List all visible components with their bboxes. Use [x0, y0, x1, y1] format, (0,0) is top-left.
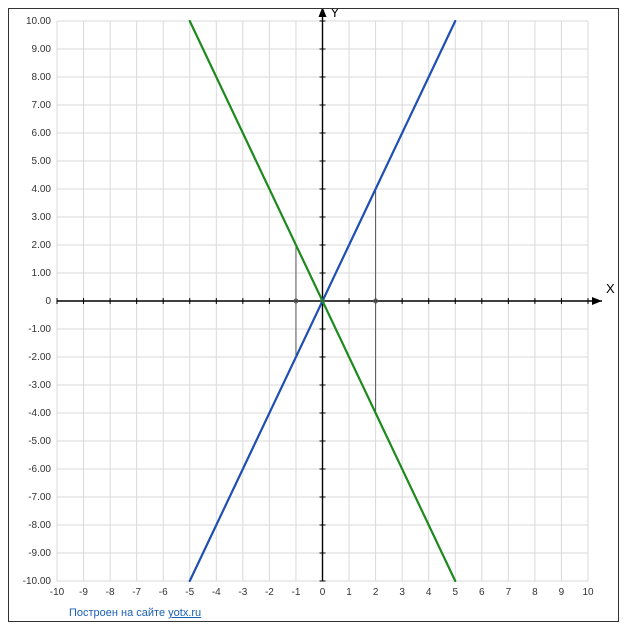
y-tick-label: 3.00 — [32, 212, 52, 223]
x-tick-label: -4 — [212, 587, 221, 598]
y-tick-label: -6.00 — [28, 464, 51, 475]
y-tick-label: 7.00 — [32, 100, 52, 111]
x-tick-label: 0 — [320, 587, 326, 598]
x-tick-label: -6 — [159, 587, 168, 598]
y-tick-label: 10.00 — [26, 16, 51, 27]
y-tick-label: 8.00 — [32, 72, 52, 83]
y-tick-label: 4.00 — [32, 184, 52, 195]
x-tick-label: -5 — [185, 587, 194, 598]
y-tick-label: 5.00 — [32, 156, 52, 167]
x-tick-label: -1 — [291, 587, 300, 598]
x-tick-label: 3 — [399, 587, 405, 598]
y-tick-label: -4.00 — [28, 408, 51, 419]
y-tick-label: -10.00 — [23, 576, 52, 587]
y-tick-label: -8.00 — [28, 520, 51, 531]
y-tick-label: -3.00 — [28, 380, 51, 391]
y-tick-label: 9.00 — [32, 44, 52, 55]
footer-credit: Построен на сайте yotx.ru — [69, 607, 201, 619]
y-tick-label: 0 — [45, 296, 51, 307]
x-tick-label: -9 — [79, 587, 88, 598]
y-tick-label: 6.00 — [32, 128, 52, 139]
line-chart: -10-9-8-7-6-5-4-3-2-1012345678910-10.00-… — [9, 9, 618, 603]
y-tick-label: 1.00 — [32, 268, 52, 279]
x-tick-label: 8 — [532, 587, 538, 598]
y-axis-label: Y — [331, 9, 340, 20]
footer-text: Построен на сайте — [69, 607, 168, 619]
x-tick-label: -10 — [50, 587, 65, 598]
x-tick-label: -8 — [106, 587, 115, 598]
x-tick-label: 5 — [452, 587, 458, 598]
x-tick-label: 2 — [373, 587, 379, 598]
y-tick-label: -5.00 — [28, 436, 51, 447]
x-axis-label: X — [606, 281, 615, 296]
x-tick-label: 7 — [506, 587, 512, 598]
y-tick-label: -2.00 — [28, 352, 51, 363]
y-tick-label: -1.00 — [28, 324, 51, 335]
x-tick-label: 4 — [426, 587, 432, 598]
footer-link[interactable]: yotx.ru — [168, 607, 201, 619]
x-tick-label: 9 — [559, 587, 565, 598]
x-tick-label: -3 — [238, 587, 247, 598]
x-tick-label: -2 — [265, 587, 274, 598]
x-tick-label: 10 — [582, 587, 594, 598]
chart-frame: -10-9-8-7-6-5-4-3-2-1012345678910-10.00-… — [8, 8, 619, 622]
y-tick-label: -9.00 — [28, 548, 51, 559]
y-tick-label: 2.00 — [32, 240, 52, 251]
x-tick-label: 6 — [479, 587, 485, 598]
x-tick-label: 1 — [346, 587, 352, 598]
y-tick-label: -7.00 — [28, 492, 51, 503]
x-tick-label: -7 — [132, 587, 141, 598]
